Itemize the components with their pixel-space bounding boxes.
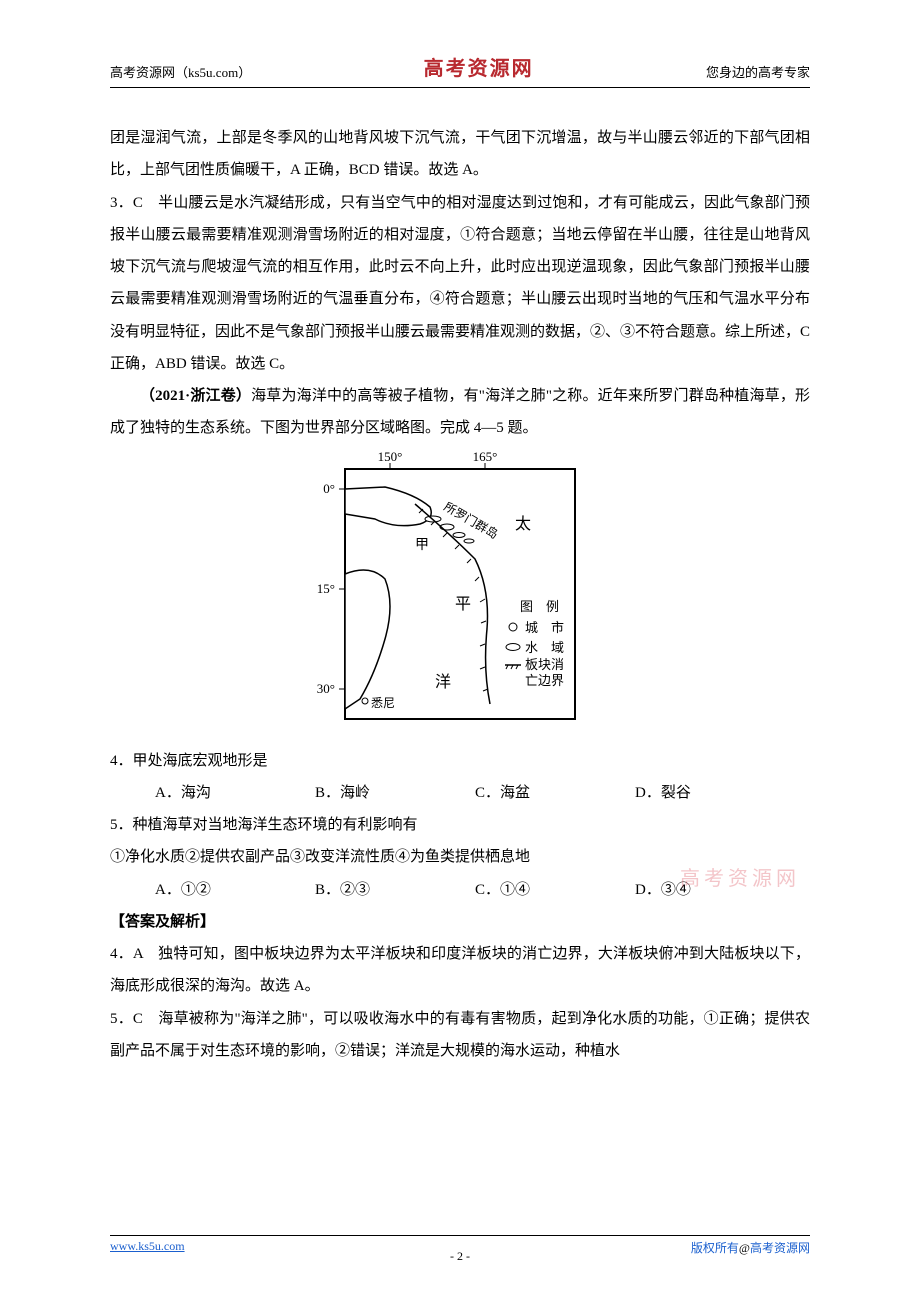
q4-opt-b: B．海岭 [315,777,475,809]
lat-15: 15° [317,581,335,596]
q5-opt-c: C．①④ [475,874,635,906]
footer-page-number: - 2 - [110,1249,810,1264]
q5-stem: 5．种植海草对当地海洋生态环境的有利影响有 [110,809,810,841]
header-rule [110,87,810,88]
answer-q4: 4．A 独特可知，图中板块边界为太平洋板块和印度洋板块的消亡边界，大洋板块俯冲到… [110,938,810,1003]
q4-opt-d: D．裂谷 [635,777,795,809]
paragraph-continuation: 团是湿润气流，上部是冬季风的山地背风坡下沉气流，干气团下沉增温，故与半山腰云邻近… [110,122,810,187]
lon-150: 150° [378,449,403,464]
answer-q5: 5．C 海草被称为"海洋之肺"，可以吸收海水中的有毒有害物质，起到净化水质的功能… [110,1003,810,1068]
label-ping: 平 [455,596,471,613]
q4-opt-a: A．海沟 [155,777,315,809]
legend-city: 城 市 [525,620,564,635]
legend-water: 水 域 [525,640,564,655]
page-footer: www.ks5u.com 版权所有@高考资源网 - 2 - [110,1235,810,1256]
answer-heading: 【答案及解析】 [110,906,810,938]
header-right: 您身边的高考专家 [706,62,810,81]
header-center-logo: 高考资源网 [424,52,534,81]
q5-opt-a: A．①② [155,874,315,906]
page-header: 高考资源网（ks5u.com） 高考资源网 您身边的高考专家 [110,52,810,81]
q4-opt-c: C．海盆 [475,777,635,809]
explanation-q3: 3．C 半山腰云是水汽凝结形成，只有当空气中的相对湿度达到过饱和，才有可能成云，… [110,187,810,381]
document-body: 团是湿润气流，上部是冬季风的山地背风坡下沉气流，干气团下沉增温，故与半山腰云邻近… [110,122,810,1067]
q4-stem: 4．甲处海底宏观地形是 [110,745,810,777]
label-xini: 悉尼 [371,696,395,710]
label-yang: 洋 [435,673,451,691]
q5-opt-d: D．③④ [635,874,795,906]
q5-opt-b: B．②③ [315,874,475,906]
footer-rule [110,1235,810,1236]
q5-options: A．①② B．②③ C．①④ D．③④ [110,874,810,906]
legend-title: 图 例 [520,599,559,614]
q4-options: A．海沟 B．海岭 C．海盆 D．裂谷 [110,777,810,809]
map-figure: 150° 165° 0° 15° 30° [110,449,810,739]
q5-items: ①净化水质②提供农副产品③改变洋流性质④为鱼类提供栖息地 [110,841,810,873]
label-jia: 甲 [415,538,429,553]
question-intro: （2021·浙江卷）海草为海洋中的高等被子植物，有"海洋之肺"之称。近年来所罗门… [110,380,810,445]
label-tai: 太 [515,515,531,533]
exam-source-tag: （2021·浙江卷） [140,388,251,404]
lat-0: 0° [323,481,335,496]
header-left: 高考资源网（ks5u.com） [110,62,251,81]
lat-30: 30° [317,681,335,696]
lon-165: 165° [473,449,498,464]
legend-boundary-l1: 板块消 [525,657,564,672]
map-svg: 150° 165° 0° 15° 30° [315,449,605,739]
legend-boundary-l2: 亡边界 [525,673,564,688]
